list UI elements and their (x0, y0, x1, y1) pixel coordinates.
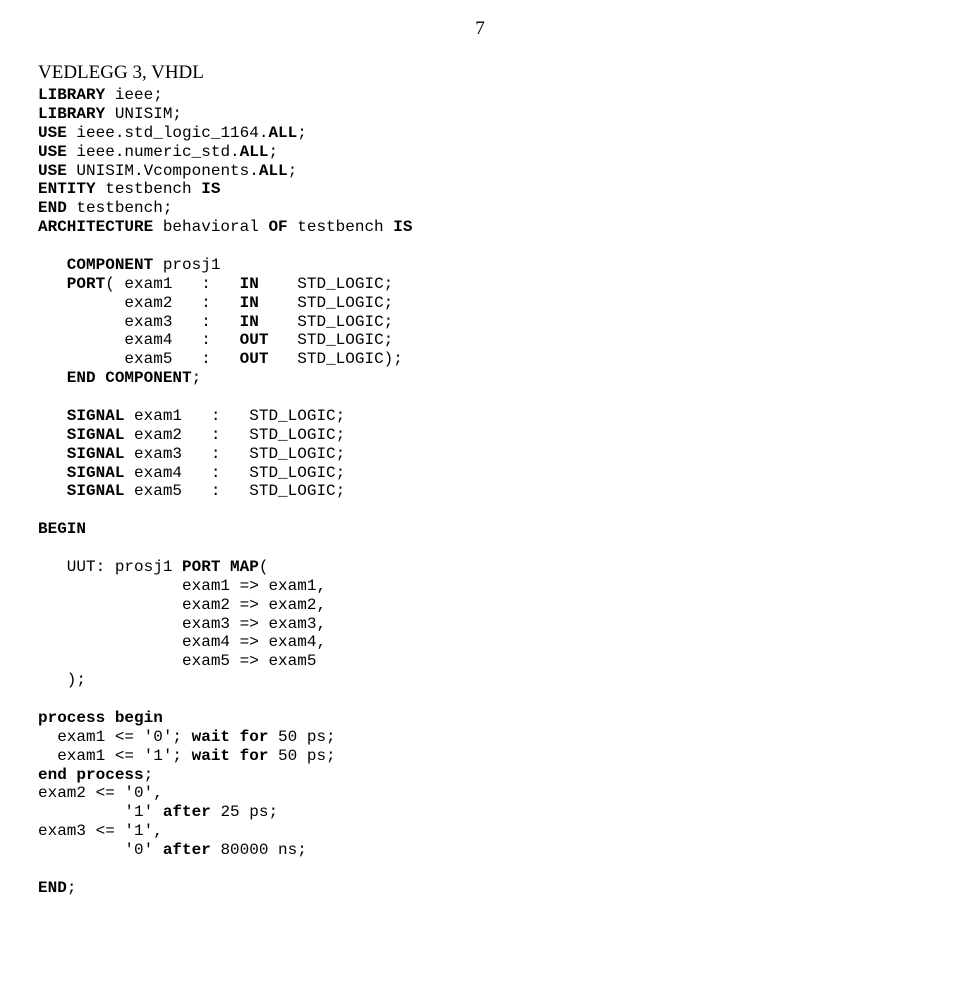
kw-use: USE (38, 143, 67, 161)
code-text: UNISIM.Vcomponents. (67, 162, 259, 180)
code-text: ( exam1 : (105, 275, 239, 293)
kw-port-map: PORT MAP (182, 558, 259, 576)
code-text: behavioral (153, 218, 268, 236)
code-text: ; (192, 369, 202, 387)
code-text: ieee; (105, 86, 163, 104)
code-text: UNISIM; (105, 105, 182, 123)
kw-wait-for: wait for (192, 728, 269, 746)
code-text: exam2 => exam2, (38, 596, 326, 614)
kw-out: OUT (240, 331, 269, 349)
content: VEDLEGG 3, VHDL LIBRARY ieee; LIBRARY UN… (38, 62, 930, 898)
kw-signal: SIGNAL (38, 407, 124, 425)
kw-wait-for: wait for (192, 747, 269, 765)
code-text: exam4 => exam4, (38, 633, 326, 651)
code-text: exam5 : (38, 350, 240, 368)
code-text: STD_LOGIC; (259, 294, 393, 312)
kw-is: IS (201, 180, 220, 198)
kw-is: IS (393, 218, 412, 236)
kw-of: OF (268, 218, 287, 236)
kw-signal: SIGNAL (38, 445, 124, 463)
kw-component: COMPONENT (38, 256, 153, 274)
code-text: exam3 : (38, 313, 240, 331)
kw-all: ALL (259, 162, 288, 180)
kw-in: IN (240, 294, 259, 312)
kw-library: LIBRARY (38, 86, 105, 104)
kw-process-begin: process begin (38, 709, 163, 727)
kw-out: OUT (240, 350, 269, 368)
code-text: exam2 : (38, 294, 240, 312)
code-text: exam3 => exam3, (38, 615, 326, 633)
code-text: STD_LOGIC); (268, 350, 402, 368)
code-text: 50 ps; (268, 728, 335, 746)
kw-architecture: ARCHITECTURE (38, 218, 153, 236)
code-text: testbench (288, 218, 394, 236)
kw-in: IN (240, 275, 259, 293)
kw-port: PORT (38, 275, 105, 293)
code-text: 25 ps; (211, 803, 278, 821)
code-text: ; (288, 162, 298, 180)
kw-end-process: end process (38, 766, 144, 784)
code-text: '1' (38, 803, 163, 821)
kw-after: after (163, 841, 211, 859)
code-text: ; (268, 143, 278, 161)
code-text: exam1 <= '0'; (38, 728, 192, 746)
kw-end: END (38, 199, 67, 217)
kw-end-component: END COMPONENT (38, 369, 192, 387)
code-text: ; (297, 124, 307, 142)
code-text: ieee.std_logic_1164. (67, 124, 269, 142)
code-text: exam1 <= '1'; (38, 747, 192, 765)
kw-begin: BEGIN (38, 520, 86, 538)
kw-in: IN (240, 313, 259, 331)
code-text: ); (38, 671, 86, 689)
code-text: exam5 : STD_LOGIC; (124, 482, 345, 500)
code-text: UUT: prosj1 (38, 558, 182, 576)
kw-use: USE (38, 162, 67, 180)
code-text: exam2 <= '0', (38, 784, 163, 802)
code-text: ; (67, 879, 77, 897)
code-text: exam3 <= '1', (38, 822, 163, 840)
code-text: exam3 : STD_LOGIC; (124, 445, 345, 463)
code-text: 80000 ns; (211, 841, 307, 859)
code-text: exam4 : STD_LOGIC; (124, 464, 345, 482)
section-title: VEDLEGG 3, VHDL (38, 62, 930, 84)
code-text: exam2 : STD_LOGIC; (124, 426, 345, 444)
code-text: 50 ps; (268, 747, 335, 765)
code-text: exam4 : (38, 331, 240, 349)
code-text: testbench (96, 180, 202, 198)
kw-all: ALL (268, 124, 297, 142)
code-text: ieee.numeric_std. (67, 143, 240, 161)
kw-library: LIBRARY (38, 105, 105, 123)
kw-end: END (38, 879, 67, 897)
code-text: exam1 : STD_LOGIC; (124, 407, 345, 425)
code-text: '0' (38, 841, 163, 859)
code-text: STD_LOGIC; (259, 275, 393, 293)
kw-signal: SIGNAL (38, 426, 124, 444)
code-text: ; (144, 766, 154, 784)
code-text: ( (259, 558, 269, 576)
kw-signal: SIGNAL (38, 482, 124, 500)
code-text: STD_LOGIC; (268, 331, 393, 349)
kw-use: USE (38, 124, 67, 142)
code-text: testbench; (67, 199, 173, 217)
code-text: exam1 => exam1, (38, 577, 326, 595)
kw-entity: ENTITY (38, 180, 96, 198)
kw-after: after (163, 803, 211, 821)
kw-all: ALL (240, 143, 269, 161)
code-text: prosj1 (153, 256, 220, 274)
page-number: 7 (0, 18, 960, 40)
code-block: LIBRARY ieee; LIBRARY UNISIM; USE ieee.s… (38, 86, 930, 898)
kw-signal: SIGNAL (38, 464, 124, 482)
code-text: STD_LOGIC; (259, 313, 393, 331)
code-text: exam5 => exam5 (38, 652, 316, 670)
